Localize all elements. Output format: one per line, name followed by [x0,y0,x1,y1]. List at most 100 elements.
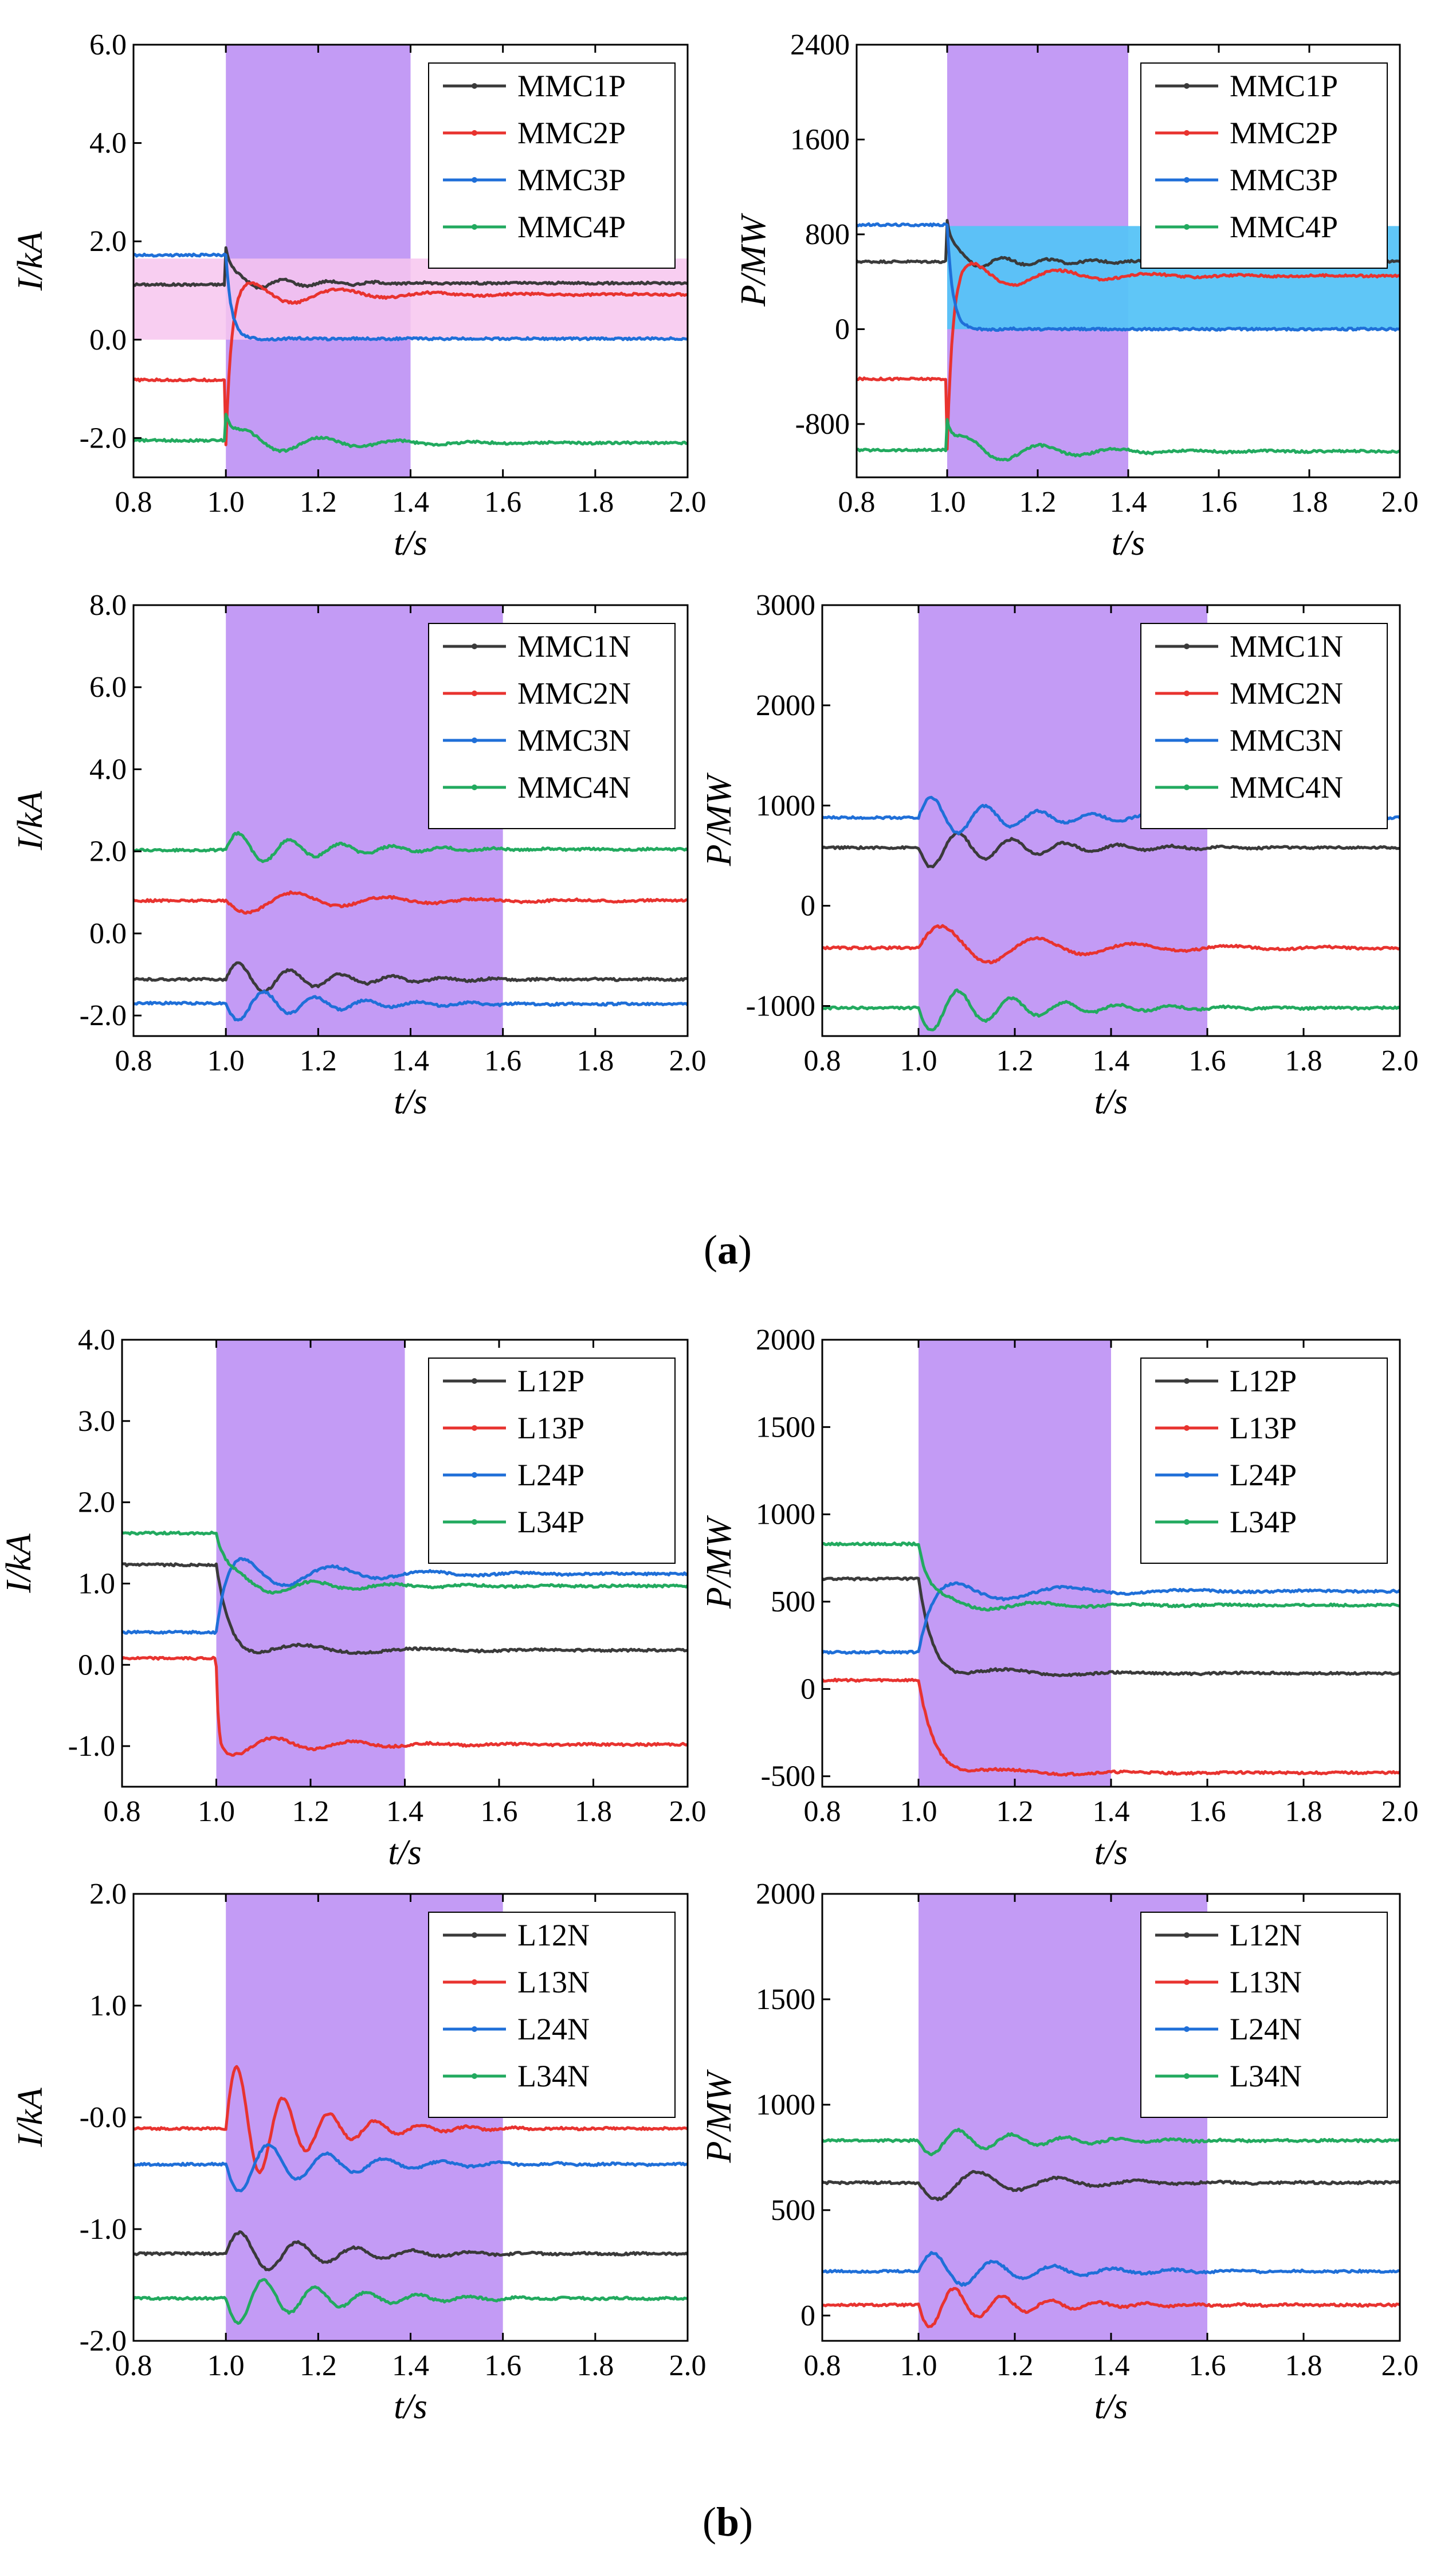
x-axis-label: t/s [1112,524,1145,563]
series-line-mmc1p [134,246,688,290]
x-tick-label: 0.8 [115,2349,152,2382]
y-tick-label: 2000 [756,1878,815,1910]
y-tick-label: 2000 [756,1324,815,1356]
legend-marker [472,1472,477,1478]
series-line-l24n [134,2143,688,2192]
legend-label: MMC2P [1230,116,1338,150]
x-tick-label: 1.4 [392,486,429,519]
x-tick-label: 1.2 [300,2349,337,2382]
y-tick-label: -2.0 [80,999,127,1032]
legend-label: L34N [1230,2059,1302,2093]
legend-marker [472,224,477,230]
legend-label: L24P [1230,1458,1297,1492]
legend-label: L13N [1230,1965,1302,1999]
series-group [822,2128,1400,2328]
x-tick-label: 1.8 [576,1045,614,1077]
legend-marker [1184,1979,1190,1985]
y-axis-label: P/MW [734,213,773,307]
series-group [134,831,688,1022]
x-tick-label: 2.0 [1382,2349,1419,2382]
chart-a1: 0.8 1.0 1.2 1.4 1.6 1.8 2.0 6.0 4.0 2.0 0.0 -2.0 t/s… [11,29,707,563]
chart-b1: 0.8 1.0 1.2 1.4 1.6 1.8 2.0 4.0 3.0 2.0 1.0 0.0 -1.0… [0,1324,707,1872]
series-group [122,1531,688,1757]
x-tick-label: 0.8 [115,486,152,519]
y-tick-label: 2400 [790,29,850,61]
x-axis-label: t/s [1094,1833,1128,1872]
series-line-l34p [122,1531,688,1595]
y-tick-label: 1.0 [78,1567,115,1600]
x-tick-label: 1.4 [386,1795,423,1828]
x-tick-label: 1.0 [900,2349,937,2382]
y-tick-label: 1500 [756,1983,815,2016]
x-tick-label: 1.8 [575,1795,612,1828]
legend-marker [472,737,477,743]
legend-box [428,1358,676,1564]
series-line-l24p [122,1557,688,1635]
legend-label: L13P [517,1411,584,1445]
series-line-mmc4n [134,831,688,864]
y-tick-label: -2.0 [80,422,127,454]
legend-marker [1184,1378,1190,1384]
y-tick-label: 0 [800,2300,815,2332]
x-axis-label: t/s [394,2387,427,2426]
legend-marker [472,1979,477,1985]
y-tick-label: 2.0 [78,1486,115,1519]
y-tick-label: -1.0 [80,2213,127,2246]
series-line-l34n [822,2128,1400,2156]
x-tick-label: 1.0 [198,1795,235,1828]
legend: MMC1P MMC2P MMC3P MMC4P [1140,62,1388,269]
series-line-l12p [822,1576,1400,1677]
x-tick-label: 1.8 [576,2349,614,2382]
x-tick-label: 1.6 [481,1795,518,1828]
series-line-l24p [822,1581,1400,1655]
legend-box [428,62,676,269]
legend: L12N L13N L24N L34N [428,1912,676,2118]
x-tick-label: 1.6 [484,1045,521,1077]
y-tick-label: 0 [800,1673,815,1705]
legend-label: MMC4N [1230,770,1343,805]
legend-marker [1184,1519,1190,1525]
x-tick-label: 1.0 [207,2349,245,2382]
legend-marker [1184,1425,1190,1431]
y-tick-label: -800 [795,408,850,441]
legend-box [1140,1358,1388,1564]
y-tick-label: 0 [835,313,850,346]
legend-marker [472,83,477,89]
legend-marker [1184,224,1190,230]
legend-label: MMC3P [1230,163,1338,197]
legend-box [428,1912,676,2118]
x-axis-label: t/s [388,1833,422,1872]
legend-box [1140,623,1388,829]
y-axis-label: I/kA [11,790,50,850]
series-line-l34n [134,2278,688,2325]
legend-marker [1184,784,1190,790]
y-tick-label: 2.0 [89,225,127,258]
legend: L12P L13P L24P L34P [428,1358,676,1564]
y-tick-label: 4.0 [89,753,127,786]
x-tick-label: 0.8 [804,2349,841,2382]
x-tick-label: 1.6 [484,486,521,519]
x-tick-label: 1.2 [292,1795,329,1828]
x-tick-label: 1.4 [1093,1795,1130,1828]
y-tick-label: 4.0 [89,127,127,160]
series-line-l13p [822,1677,1400,1777]
x-tick-label: 0.8 [804,1045,841,1077]
x-axis-label: t/s [1094,2387,1128,2426]
x-tick-label: 1.8 [1285,2349,1322,2382]
legend-label: L34P [1230,1505,1297,1539]
legend-label: MMC2N [1230,676,1343,711]
legend-marker [472,644,477,649]
x-tick-label: 1.4 [1110,486,1147,519]
series-line-mmc3p [857,222,1400,332]
x-tick-label: 1.6 [484,2349,521,2382]
legend-marker [472,2026,477,2032]
series-line-l13p [122,1655,688,1757]
y-tick-label: 6.0 [89,29,127,61]
series-line-l13n [822,2287,1400,2328]
x-tick-label: 2.0 [1382,1795,1419,1828]
x-tick-label: 2.0 [669,1045,707,1077]
legend-label: MMC2N [517,676,631,711]
legend-marker [1184,644,1190,649]
y-axis-label: P/MW [700,1515,739,1609]
series-line-mmc3p [134,252,688,342]
